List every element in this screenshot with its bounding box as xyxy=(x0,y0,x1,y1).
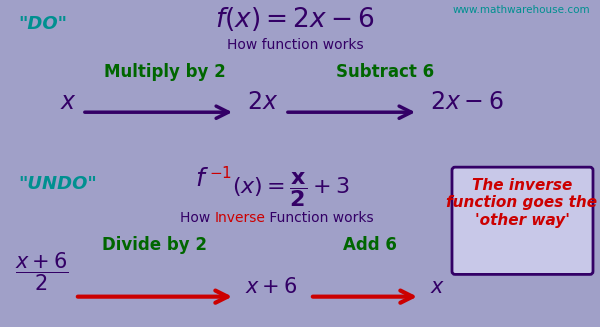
Text: $2x$: $2x$ xyxy=(247,90,278,114)
Text: $(x) =\mathregular{\dfrac{x}{2}} + 3$: $(x) =\mathregular{\dfrac{x}{2}} + 3$ xyxy=(232,170,350,209)
Text: Function works: Function works xyxy=(265,211,374,225)
Text: www.mathwarehouse.com: www.mathwarehouse.com xyxy=(452,5,590,15)
Text: $-1$: $-1$ xyxy=(209,165,232,181)
Text: How function works: How function works xyxy=(227,38,364,52)
Text: $f(x) = 2x-6$: $f(x) = 2x-6$ xyxy=(215,5,375,33)
Text: Add 6: Add 6 xyxy=(343,236,397,254)
Text: The inverse: The inverse xyxy=(472,178,572,193)
Text: $f$: $f$ xyxy=(195,167,209,191)
Text: function goes the: function goes the xyxy=(446,196,598,211)
Text: $2x-6$: $2x-6$ xyxy=(430,90,503,114)
Text: Subtract 6: Subtract 6 xyxy=(336,62,434,80)
Text: $\dfrac{x+6}{2}$: $\dfrac{x+6}{2}$ xyxy=(15,250,69,293)
Text: $x+6$: $x+6$ xyxy=(245,277,298,297)
Text: Multiply by 2: Multiply by 2 xyxy=(104,62,226,80)
Text: How: How xyxy=(181,211,215,225)
Text: 'other way': 'other way' xyxy=(475,213,569,228)
Text: $x$: $x$ xyxy=(430,277,445,297)
Text: $x$: $x$ xyxy=(60,90,77,114)
Text: "DO": "DO" xyxy=(18,15,67,33)
Text: Divide by 2: Divide by 2 xyxy=(103,236,208,254)
FancyBboxPatch shape xyxy=(452,167,593,274)
Text: Inverse: Inverse xyxy=(215,211,266,225)
Text: "UNDO": "UNDO" xyxy=(18,175,97,193)
